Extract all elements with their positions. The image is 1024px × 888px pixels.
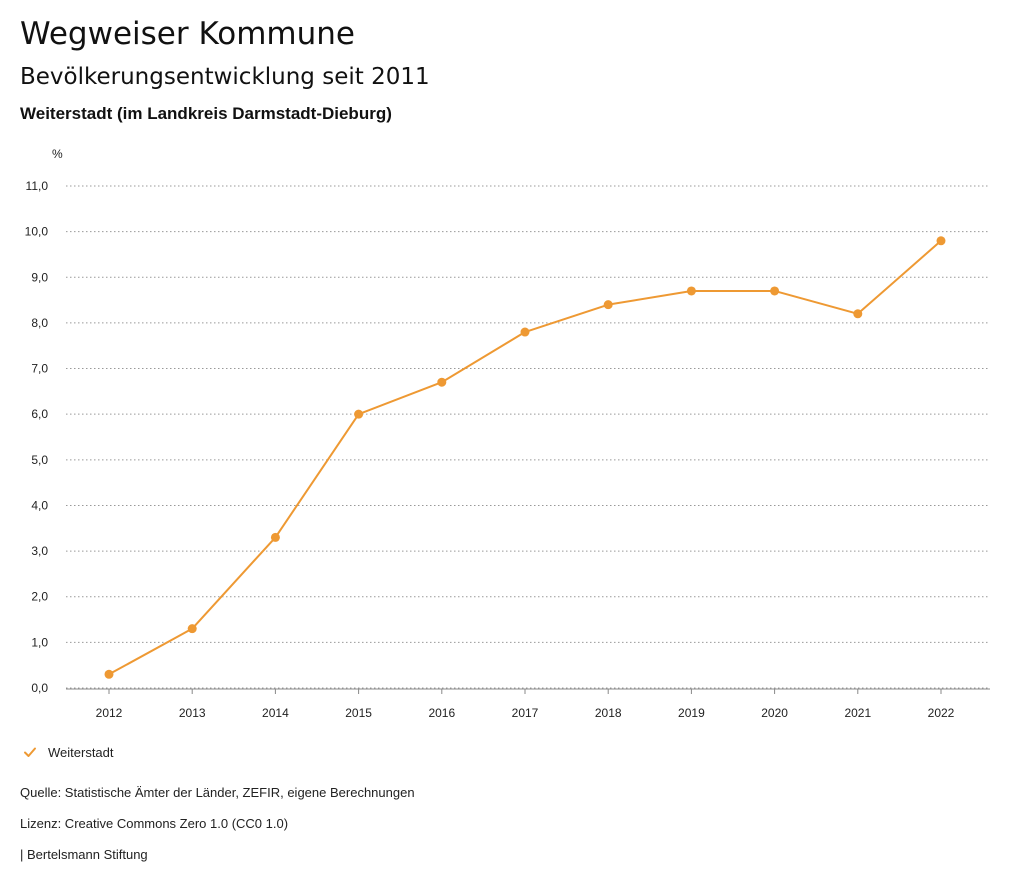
- chart-subtitle: Bevölkerungsentwicklung seit 2011: [20, 64, 430, 90]
- line-chart: % 0,0 1,0 2,0 3,0 4,0 5,0 6,0 7,0 8,0 9,0 10,0 11,0…: [25, 147, 990, 720]
- x-tick-label: 2017: [512, 706, 539, 720]
- y-tick-label: 2,0: [31, 590, 48, 604]
- x-tick-label: 2018: [595, 706, 622, 720]
- data-point[interactable]: [354, 409, 364, 419]
- series-line: [108, 240, 942, 676]
- y-tick-label: 4,0: [31, 498, 48, 512]
- data-point[interactable]: [104, 669, 114, 679]
- legend-item-label: Weiterstadt: [48, 744, 114, 760]
- x-tick-label: 2016: [428, 706, 455, 720]
- data-point[interactable]: [936, 236, 946, 246]
- y-tick-label: 8,0: [31, 316, 48, 330]
- legend[interactable]: Weiterstadt: [22, 744, 114, 760]
- x-tick-label: 2012: [96, 706, 123, 720]
- x-tick-label: 2022: [928, 706, 955, 720]
- license-note: Lizenz: Creative Commons Zero 1.0 (CC0 1…: [20, 816, 289, 831]
- y-tick-label: 5,0: [31, 453, 48, 467]
- publisher-note: | Bertelsmann Stiftung: [20, 847, 148, 862]
- y-tick-label: 11,0: [26, 179, 49, 193]
- y-tick-label: 9,0: [31, 270, 48, 284]
- y-tick-label: 10,0: [25, 225, 49, 239]
- data-point[interactable]: [520, 327, 530, 337]
- y-tick-label: 6,0: [31, 407, 48, 421]
- y-tick-label: 0,0: [31, 681, 48, 695]
- source-note: Quelle: Statistische Ämter der Länder, Z…: [20, 785, 415, 800]
- data-point[interactable]: [770, 286, 780, 296]
- data-point[interactable]: [437, 377, 447, 387]
- x-tick-label: 2013: [179, 706, 206, 720]
- data-point[interactable]: [270, 532, 280, 542]
- data-point[interactable]: [603, 300, 613, 310]
- x-tick-label: 2019: [678, 706, 705, 720]
- region-label: Weiterstadt (im Landkreis Darmstadt-Dieb…: [20, 104, 392, 123]
- x-axis: 2012 2013 2014 2015 2016 2017 2018 2019 2020 2021…: [66, 688, 990, 720]
- y-tick-label: 3,0: [31, 544, 48, 558]
- data-point[interactable]: [686, 286, 696, 296]
- y-axis-tick-labels: 0,0 1,0 2,0 3,0 4,0 5,0 6,0 7,0 8,0 9,0 10,0 11,0: [25, 179, 49, 695]
- data-point[interactable]: [187, 624, 197, 634]
- x-tick-label: 2020: [761, 706, 788, 720]
- x-tick-label: 2014: [262, 706, 289, 720]
- y-tick-label: 7,0: [31, 362, 48, 376]
- y-axis-unit-label: %: [52, 147, 63, 161]
- check-icon: [24, 747, 36, 757]
- x-tick-label: 2021: [844, 706, 871, 720]
- data-point[interactable]: [853, 309, 863, 319]
- x-tick-label: 2015: [345, 706, 372, 720]
- grid-lines: [66, 185, 990, 689]
- y-tick-label: 1,0: [31, 635, 48, 649]
- chart-title: Wegweiser Kommune: [20, 16, 355, 52]
- series-group: [104, 236, 946, 679]
